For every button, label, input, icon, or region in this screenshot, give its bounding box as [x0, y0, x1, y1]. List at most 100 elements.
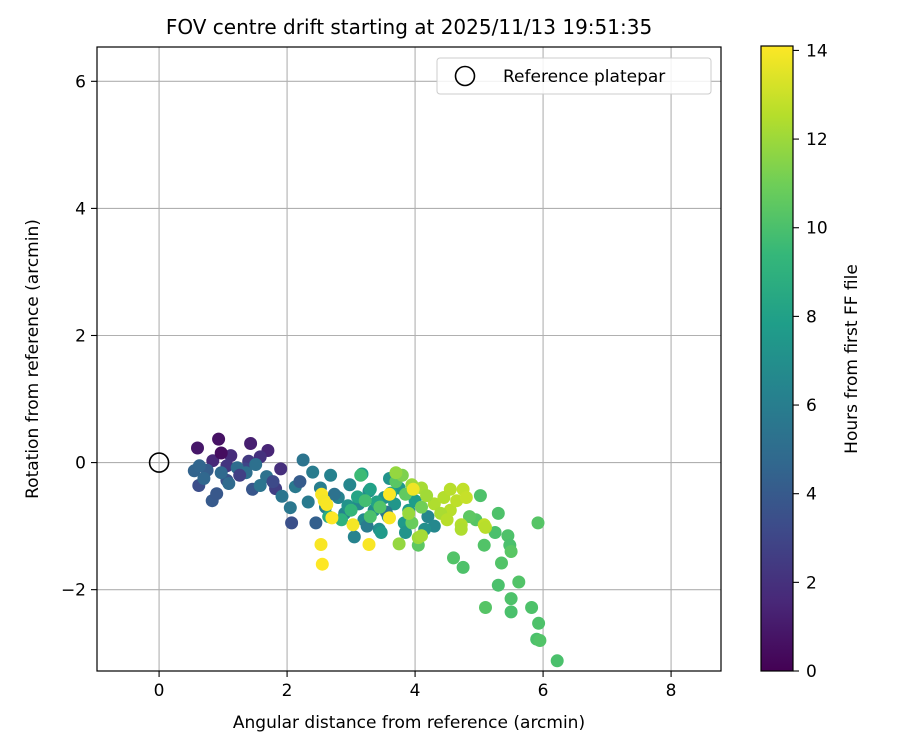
data-point — [346, 518, 360, 532]
data-point — [374, 526, 388, 539]
data-point — [210, 487, 224, 501]
data-point — [373, 500, 387, 514]
colorbar: 0 2 4 6 8 10 12 14 Hours from first FF file — [760, 41, 862, 682]
data-point — [443, 482, 457, 496]
data-point — [344, 503, 358, 517]
data-point — [463, 510, 476, 524]
data-point — [363, 510, 377, 524]
colorbar-tick-label: 4 — [806, 485, 817, 505]
data-point — [533, 634, 547, 647]
plot-frame — [96, 46, 722, 672]
y-tick-label: 6 — [75, 72, 86, 92]
data-point — [504, 592, 518, 606]
colorbar-label: Hours from first FF file — [842, 264, 862, 454]
data-point — [415, 500, 428, 514]
colorbar-tick-label: 6 — [806, 396, 817, 416]
data-point — [343, 478, 357, 492]
data-point — [402, 506, 416, 520]
data-point — [383, 487, 396, 501]
data-point — [214, 466, 228, 480]
data-point — [389, 466, 403, 480]
legend-reference-marker — [454, 65, 476, 87]
data-point — [283, 501, 297, 515]
data-point — [473, 489, 487, 503]
data-point — [253, 479, 267, 492]
colorbar-tick-label: 2 — [806, 573, 817, 593]
data-point — [274, 462, 288, 476]
data-point — [456, 560, 470, 574]
data-point — [427, 497, 441, 511]
data-point — [363, 482, 377, 496]
x-tick-label: 8 — [666, 681, 677, 701]
y-tick-label: 4 — [75, 199, 86, 219]
data-point — [512, 575, 526, 589]
x-axis-label: Angular distance from reference (arcmin) — [233, 713, 585, 733]
data-point — [447, 551, 460, 565]
colorbar-gradient — [760, 45, 794, 672]
data-point — [301, 495, 315, 509]
axis-ticks: 0 2 4 6 8 −2 0 2 4 6 — [61, 72, 677, 701]
y-tick-label: −2 — [61, 581, 86, 601]
data-point — [285, 516, 299, 530]
y-tick-label: 0 — [75, 454, 86, 474]
data-point — [392, 537, 406, 551]
reference-marker — [148, 452, 170, 473]
data-point — [358, 494, 372, 508]
colorbar-ticks: 0 2 4 6 8 10 12 14 — [793, 41, 828, 682]
data-point — [491, 506, 505, 520]
data-point — [324, 468, 338, 482]
data-point — [249, 458, 263, 471]
data-points — [187, 432, 564, 668]
data-point — [233, 468, 247, 482]
legend-box — [436, 57, 712, 95]
colorbar-tick-label: 8 — [806, 307, 817, 327]
data-point — [479, 601, 492, 614]
colorbar-tick-label: 12 — [806, 130, 828, 150]
grid — [97, 47, 721, 671]
data-point — [420, 489, 434, 503]
data-point — [440, 513, 454, 527]
x-tick-label: 6 — [538, 681, 549, 701]
data-point — [197, 472, 211, 485]
data-point — [406, 482, 420, 496]
data-point — [314, 538, 328, 551]
data-point — [212, 432, 226, 446]
colorbar-tick-label: 10 — [806, 219, 828, 239]
data-point — [354, 468, 368, 482]
data-point — [477, 538, 491, 552]
data-point — [315, 557, 329, 571]
data-point — [214, 446, 228, 460]
data-point — [325, 511, 339, 525]
data-point — [531, 516, 545, 530]
data-point — [306, 465, 320, 479]
colorbar-tick-label: 14 — [806, 41, 828, 61]
y-tick-label: 2 — [75, 326, 86, 346]
data-point — [488, 526, 502, 539]
data-point — [191, 441, 204, 455]
data-point — [421, 510, 435, 524]
x-tick-label: 4 — [410, 681, 421, 701]
data-point — [266, 475, 280, 489]
data-point — [347, 530, 361, 544]
data-point — [459, 491, 473, 504]
data-point — [293, 475, 307, 489]
data-point — [495, 556, 508, 570]
data-point — [504, 605, 518, 619]
data-point — [383, 511, 396, 525]
data-point — [491, 578, 505, 592]
data-point — [320, 498, 334, 511]
data-point — [327, 487, 341, 501]
data-point — [206, 454, 220, 468]
data-point — [550, 654, 564, 668]
data-point — [362, 538, 376, 551]
y-axis-label: Rotation from reference (arcmin) — [23, 219, 43, 499]
x-tick-label: 2 — [282, 681, 293, 701]
data-point — [532, 616, 546, 630]
legend-entry-label: Reference platepar — [503, 67, 665, 87]
data-point — [388, 497, 402, 511]
x-tick-label: 0 — [154, 681, 165, 701]
data-point — [222, 477, 236, 490]
data-point — [525, 601, 539, 614]
data-point — [192, 459, 206, 473]
